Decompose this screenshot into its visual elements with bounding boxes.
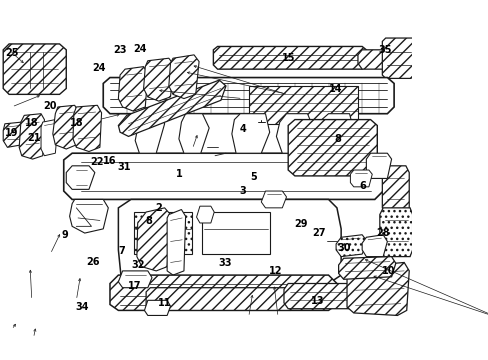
Text: 21: 21 bbox=[27, 133, 40, 143]
Text: 10: 10 bbox=[382, 266, 395, 276]
Text: 1: 1 bbox=[176, 169, 183, 179]
Text: 30: 30 bbox=[337, 243, 350, 253]
Text: 18: 18 bbox=[70, 118, 83, 128]
Text: 32: 32 bbox=[131, 260, 145, 270]
Polygon shape bbox=[357, 50, 386, 69]
Text: 15: 15 bbox=[281, 53, 295, 63]
Text: 3: 3 bbox=[239, 186, 246, 196]
Text: 12: 12 bbox=[269, 266, 282, 276]
Polygon shape bbox=[284, 284, 360, 309]
Polygon shape bbox=[69, 199, 108, 233]
Polygon shape bbox=[179, 114, 209, 153]
Polygon shape bbox=[276, 114, 313, 153]
Polygon shape bbox=[137, 208, 170, 271]
Polygon shape bbox=[382, 38, 413, 78]
Text: 20: 20 bbox=[43, 101, 57, 111]
Polygon shape bbox=[231, 114, 269, 153]
Text: 25: 25 bbox=[5, 48, 19, 58]
Polygon shape bbox=[261, 191, 286, 208]
Text: 19: 19 bbox=[5, 129, 19, 138]
Text: 22: 22 bbox=[90, 157, 104, 167]
Polygon shape bbox=[362, 235, 386, 257]
Polygon shape bbox=[146, 288, 290, 310]
Text: 16: 16 bbox=[102, 156, 116, 166]
Polygon shape bbox=[63, 153, 383, 199]
Polygon shape bbox=[382, 166, 408, 215]
Polygon shape bbox=[135, 114, 164, 153]
Text: 33: 33 bbox=[218, 258, 231, 269]
Text: 35: 35 bbox=[378, 45, 391, 55]
Text: 14: 14 bbox=[328, 85, 342, 94]
Text: 34: 34 bbox=[75, 302, 88, 312]
Polygon shape bbox=[118, 80, 225, 136]
Text: 31: 31 bbox=[117, 162, 130, 172]
Polygon shape bbox=[213, 46, 366, 69]
Polygon shape bbox=[196, 206, 214, 223]
Text: 9: 9 bbox=[61, 230, 68, 240]
Text: 18: 18 bbox=[25, 118, 38, 128]
Bar bbox=[248, 86, 357, 124]
Polygon shape bbox=[3, 122, 24, 147]
Polygon shape bbox=[143, 58, 174, 101]
Text: 5: 5 bbox=[250, 172, 256, 182]
Polygon shape bbox=[103, 77, 393, 114]
Text: 23: 23 bbox=[113, 45, 126, 55]
Bar bbox=[133, 212, 192, 254]
Polygon shape bbox=[287, 120, 377, 176]
Polygon shape bbox=[110, 275, 336, 310]
Polygon shape bbox=[118, 271, 152, 288]
Polygon shape bbox=[379, 208, 412, 257]
Text: 28: 28 bbox=[375, 228, 389, 238]
Polygon shape bbox=[144, 300, 170, 315]
Polygon shape bbox=[168, 55, 199, 99]
Polygon shape bbox=[118, 199, 341, 284]
Polygon shape bbox=[366, 153, 391, 179]
Polygon shape bbox=[118, 67, 147, 111]
Text: 8: 8 bbox=[334, 134, 341, 144]
Text: 6: 6 bbox=[358, 181, 365, 191]
Bar bbox=[202, 212, 269, 254]
Polygon shape bbox=[335, 235, 366, 257]
Polygon shape bbox=[73, 105, 102, 152]
Polygon shape bbox=[53, 105, 78, 149]
Text: 27: 27 bbox=[312, 228, 325, 238]
Polygon shape bbox=[41, 120, 58, 156]
Polygon shape bbox=[66, 166, 95, 189]
Text: 17: 17 bbox=[127, 281, 141, 291]
Polygon shape bbox=[167, 210, 185, 275]
Polygon shape bbox=[346, 262, 408, 315]
Polygon shape bbox=[350, 170, 371, 187]
Text: 4: 4 bbox=[239, 124, 246, 134]
Text: 8: 8 bbox=[145, 216, 152, 226]
Text: 24: 24 bbox=[133, 44, 147, 54]
Text: 13: 13 bbox=[310, 296, 324, 306]
Polygon shape bbox=[338, 257, 395, 279]
Polygon shape bbox=[3, 44, 66, 94]
Text: 7: 7 bbox=[119, 246, 125, 256]
Polygon shape bbox=[318, 114, 353, 153]
Text: 24: 24 bbox=[92, 63, 106, 73]
Text: 26: 26 bbox=[86, 257, 100, 267]
Text: 2: 2 bbox=[155, 203, 162, 212]
Text: 11: 11 bbox=[158, 298, 171, 308]
Text: 29: 29 bbox=[293, 219, 307, 229]
Polygon shape bbox=[19, 114, 44, 159]
